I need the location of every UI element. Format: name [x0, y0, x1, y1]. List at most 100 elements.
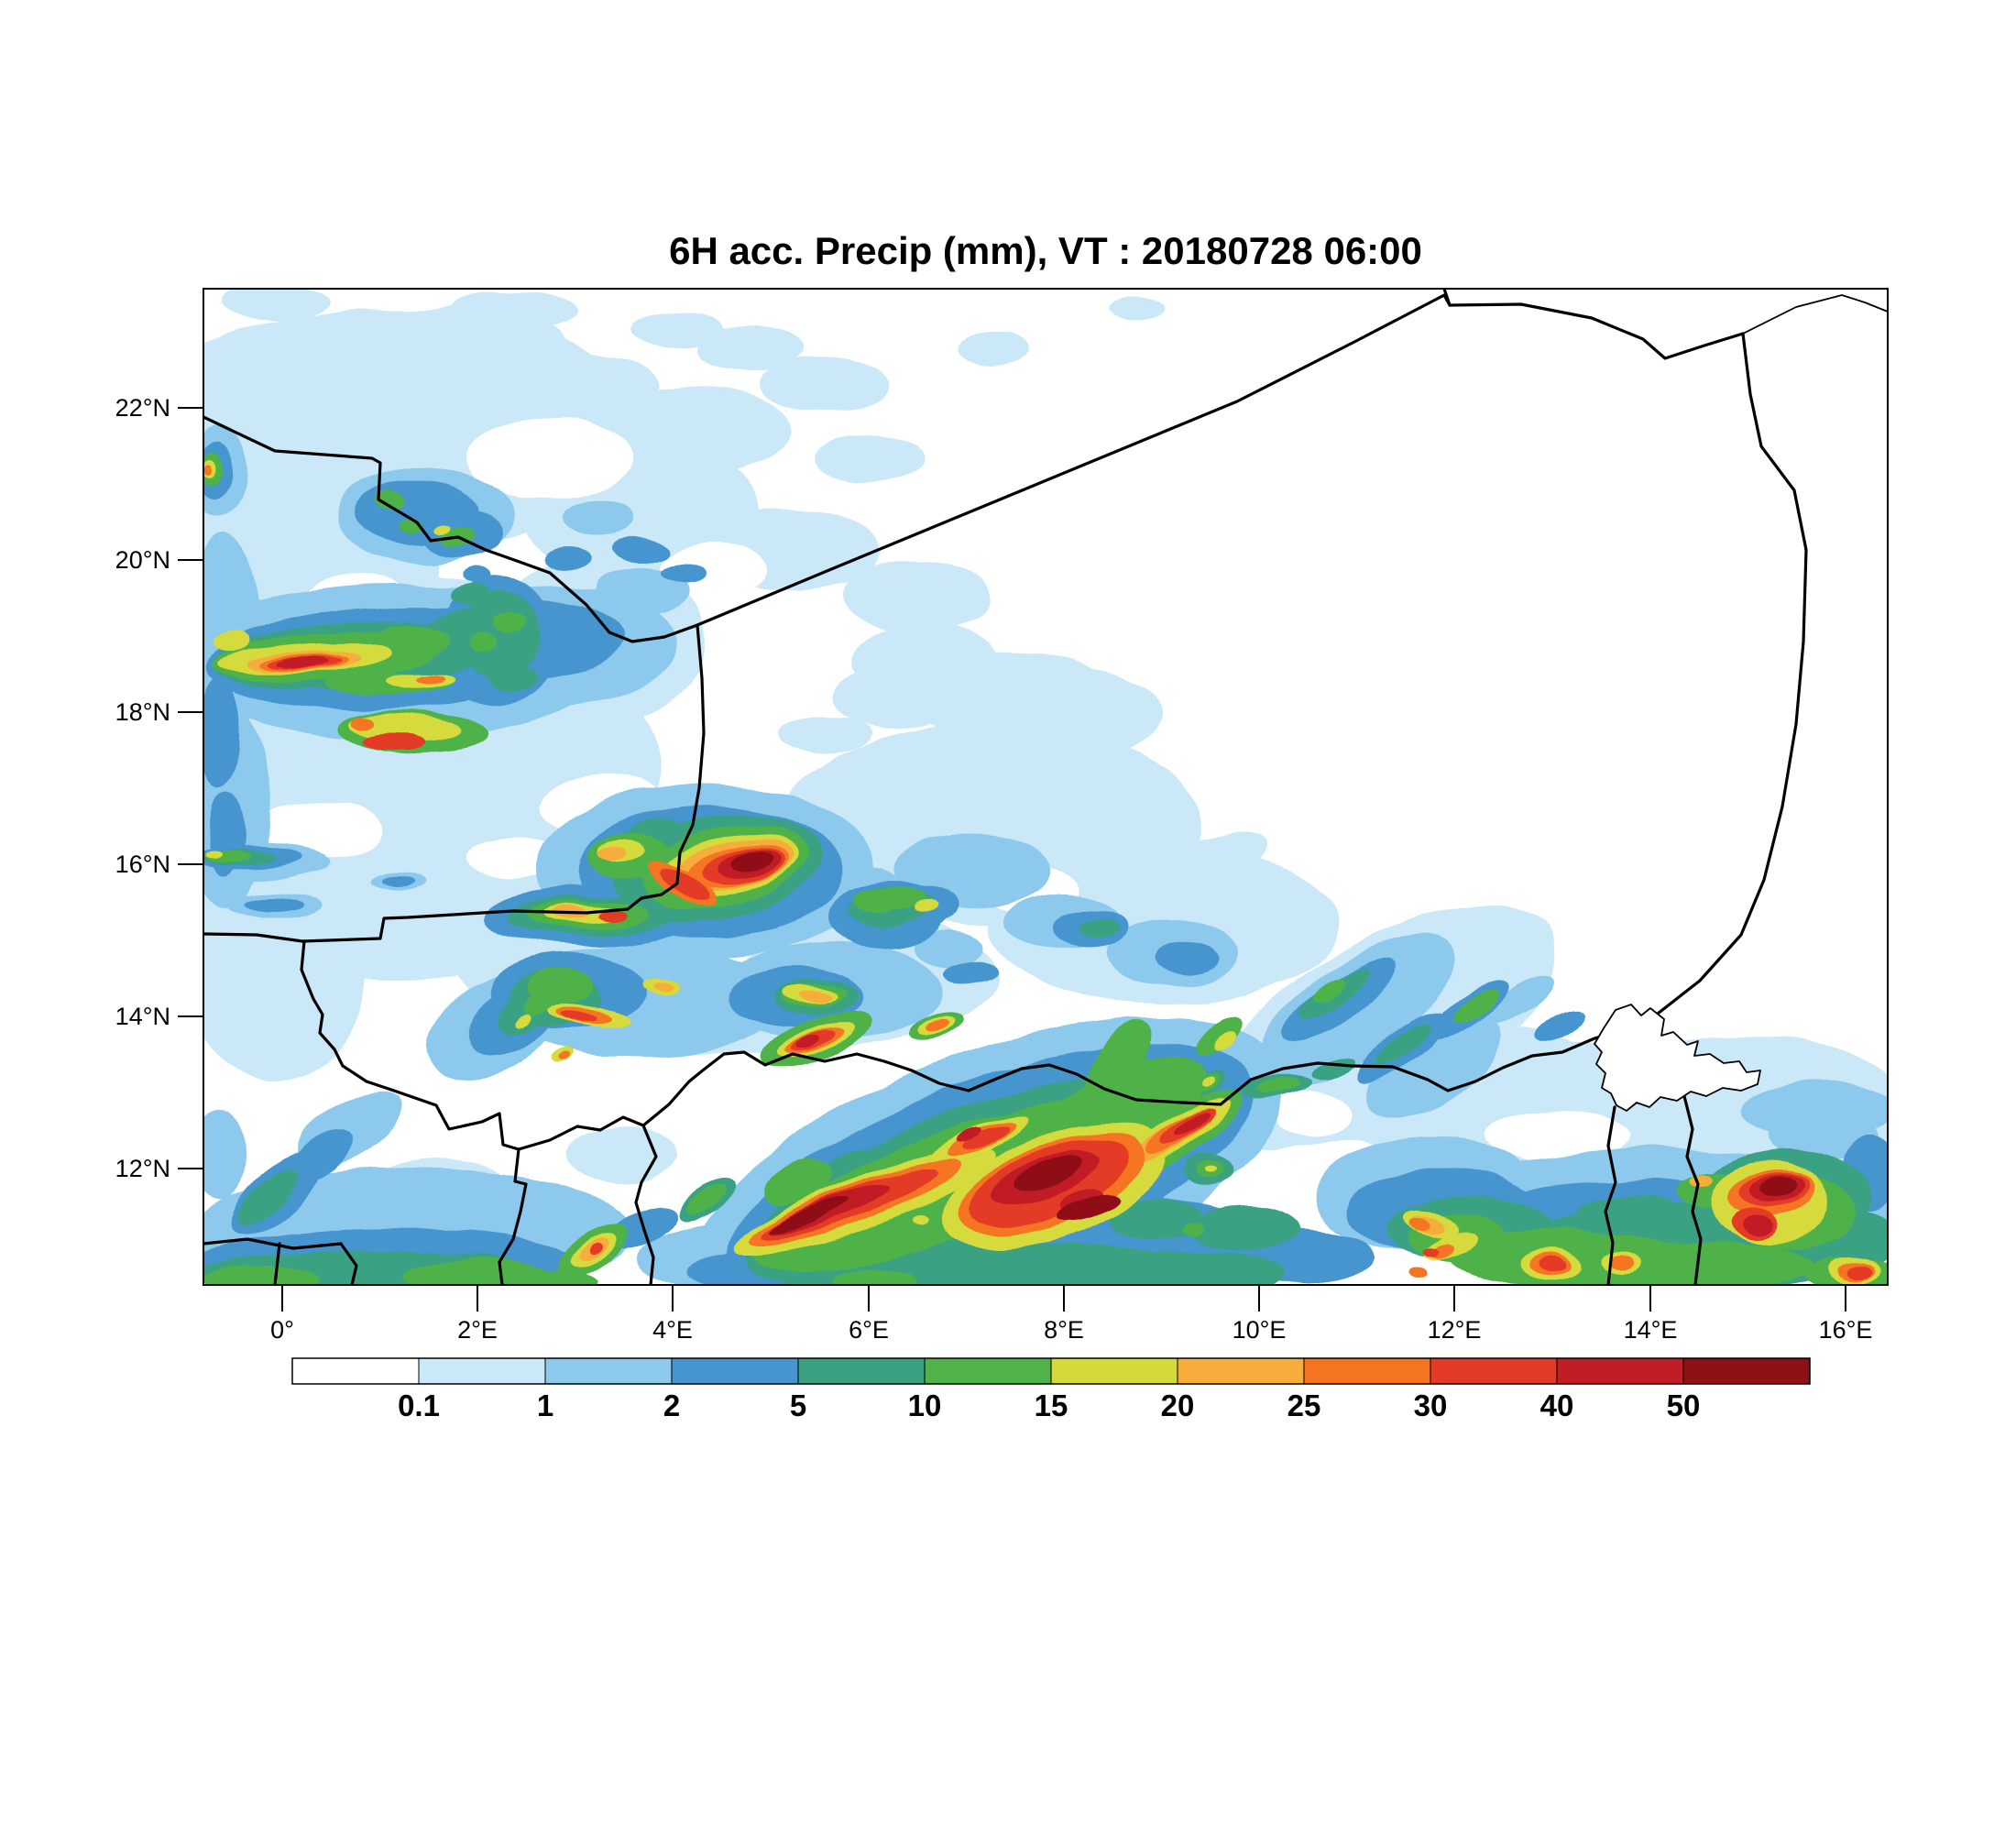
- y-tick-label: 12°N: [115, 1155, 170, 1182]
- precip-contour-blob: [731, 851, 775, 874]
- precip-contour-blob: [653, 982, 674, 991]
- precip-contour-blob: [661, 563, 705, 583]
- precip-contour-layer: [203, 289, 1888, 1285]
- precip-contour-blob: [204, 1266, 318, 1285]
- x-tick-label: 2°E: [457, 1316, 498, 1344]
- precip-contour-blob: [768, 1198, 849, 1233]
- colorbar-segment: [1556, 1357, 1684, 1385]
- precip-contour-blob: [1177, 1112, 1211, 1136]
- precip-contour-blob: [363, 732, 422, 749]
- colorbar-segment: [1682, 1357, 1811, 1385]
- precip-contour-blob: [1195, 1016, 1243, 1055]
- precip-contour-blob: [238, 321, 403, 394]
- x-tick-label: 8°E: [1044, 1316, 1084, 1344]
- precip-contour-blob: [1366, 1010, 1502, 1120]
- precip-contour-blob: [915, 901, 939, 914]
- precip-contour-blob: [1411, 1217, 1431, 1232]
- precip-contour-blob: [834, 1269, 916, 1285]
- country-border-thin: [1742, 294, 1888, 335]
- x-tick-label: 0°: [270, 1316, 294, 1344]
- precip-contour-blob: [362, 378, 444, 411]
- colorbar-tick-label: 50: [1667, 1388, 1701, 1422]
- precip-contour-blob: [203, 362, 275, 408]
- precip-contour-blob: [452, 584, 492, 608]
- precip-contour-blob: [597, 910, 625, 921]
- precip-contour-blob: [1539, 1257, 1564, 1271]
- precip-contour-blob: [1055, 1192, 1121, 1220]
- precip-contour-blob: [605, 385, 788, 477]
- precip-contour-blob: [1424, 1248, 1439, 1257]
- precip-contour-blob: [1690, 1175, 1714, 1188]
- precip-contour-blob: [449, 291, 577, 332]
- precip-contour-blob: [211, 633, 247, 653]
- precip-contour-blob: [1744, 1217, 1775, 1237]
- precip-contour-blob: [761, 1160, 833, 1204]
- precip-contour-blob: [513, 353, 660, 417]
- country-borders-layer: [203, 289, 1888, 1285]
- chart-title: 6H acc. Precip (mm), VT : 20180728 06:00: [669, 229, 1422, 272]
- precip-contour-blob: [913, 1217, 927, 1226]
- precip-contour-blob: [435, 523, 452, 532]
- precip-contour-blob: [614, 537, 669, 563]
- precip-contour-blob: [661, 870, 710, 903]
- precip-contour-blob: [561, 1012, 597, 1025]
- precip-contour-blob: [955, 1129, 982, 1146]
- precip-contour-blob: [1154, 941, 1220, 974]
- precip-contour-blob: [220, 289, 330, 321]
- colorbar-segment: [1050, 1357, 1178, 1385]
- colorbar-segment: [924, 1357, 1052, 1385]
- colorbar-segment: [1430, 1357, 1558, 1385]
- precip-contour-blob: [375, 490, 404, 509]
- axis-ticks-layer: 22°N 20°N 18°N 16°N 14°N 12°N 0° 2°E 4°E 6°E 8°E 10…: [115, 394, 1873, 1344]
- y-tick-label: 16°N: [115, 851, 170, 878]
- lake-chad-outline: [1594, 1004, 1761, 1112]
- precip-contour-blob: [278, 656, 329, 669]
- precip-contour-blob: [1109, 296, 1164, 318]
- precip-contour-blob: [203, 678, 240, 788]
- precip-contour-blob: [696, 325, 806, 371]
- map-frame: [203, 288, 1889, 1286]
- precip-contour-blob: [1607, 1254, 1631, 1268]
- precip-contour-blob: [1485, 1111, 1631, 1162]
- colorbar-tick-label: 0.1: [398, 1388, 440, 1422]
- x-tick-label: 16°E: [1819, 1316, 1873, 1344]
- colorbar-segment: [544, 1357, 673, 1385]
- x-tick-label: 12°E: [1428, 1316, 1482, 1344]
- country-border: [203, 415, 699, 643]
- precip-contour-blob: [257, 802, 385, 857]
- colorbar-segment: [291, 1357, 420, 1385]
- colorbar-tick-label: 5: [790, 1388, 806, 1422]
- precip-contour-blob: [1080, 1019, 1152, 1122]
- colorbar-tick-label: 40: [1540, 1388, 1574, 1422]
- precip-contour-blob: [568, 1127, 678, 1182]
- precip-contour-blob: [1375, 1025, 1432, 1067]
- country-border: [1682, 1094, 1703, 1285]
- country-border: [696, 293, 1452, 627]
- country-border: [300, 939, 528, 1285]
- country-border: [1448, 302, 1745, 360]
- precip-contour-blob: [779, 715, 871, 752]
- precip-contour-blob: [843, 559, 990, 632]
- precip-contour-blob: [1259, 1077, 1303, 1093]
- precip-contour-blob: [961, 1125, 1011, 1153]
- country-border: [634, 1124, 658, 1285]
- precip-contour-blob: [204, 465, 212, 476]
- precip-contour-blob: [203, 862, 367, 1081]
- precip-contour-blob: [246, 897, 304, 912]
- colorbar-tick-label: 15: [1035, 1388, 1068, 1422]
- country-border: [517, 1115, 645, 1151]
- precip-contour-blob: [1274, 1090, 1351, 1137]
- precip-contour-blob: [206, 851, 225, 859]
- precip-contour-blob: [372, 624, 449, 659]
- precip-contour-blob: [1533, 1009, 1583, 1044]
- precip-contour-blob: [379, 876, 412, 887]
- precip-contour-blob: [511, 1012, 530, 1026]
- precip-contour-blob: [416, 672, 445, 683]
- precip-contour-blob: [1760, 1175, 1799, 1197]
- precip-contour-blob: [467, 417, 632, 499]
- precip-contour-blob: [597, 848, 627, 862]
- precip-contour-blob: [872, 886, 927, 908]
- precip-contour-blob: [493, 612, 526, 634]
- precip-contour-blob: [596, 567, 687, 615]
- country-border: [1604, 1105, 1617, 1285]
